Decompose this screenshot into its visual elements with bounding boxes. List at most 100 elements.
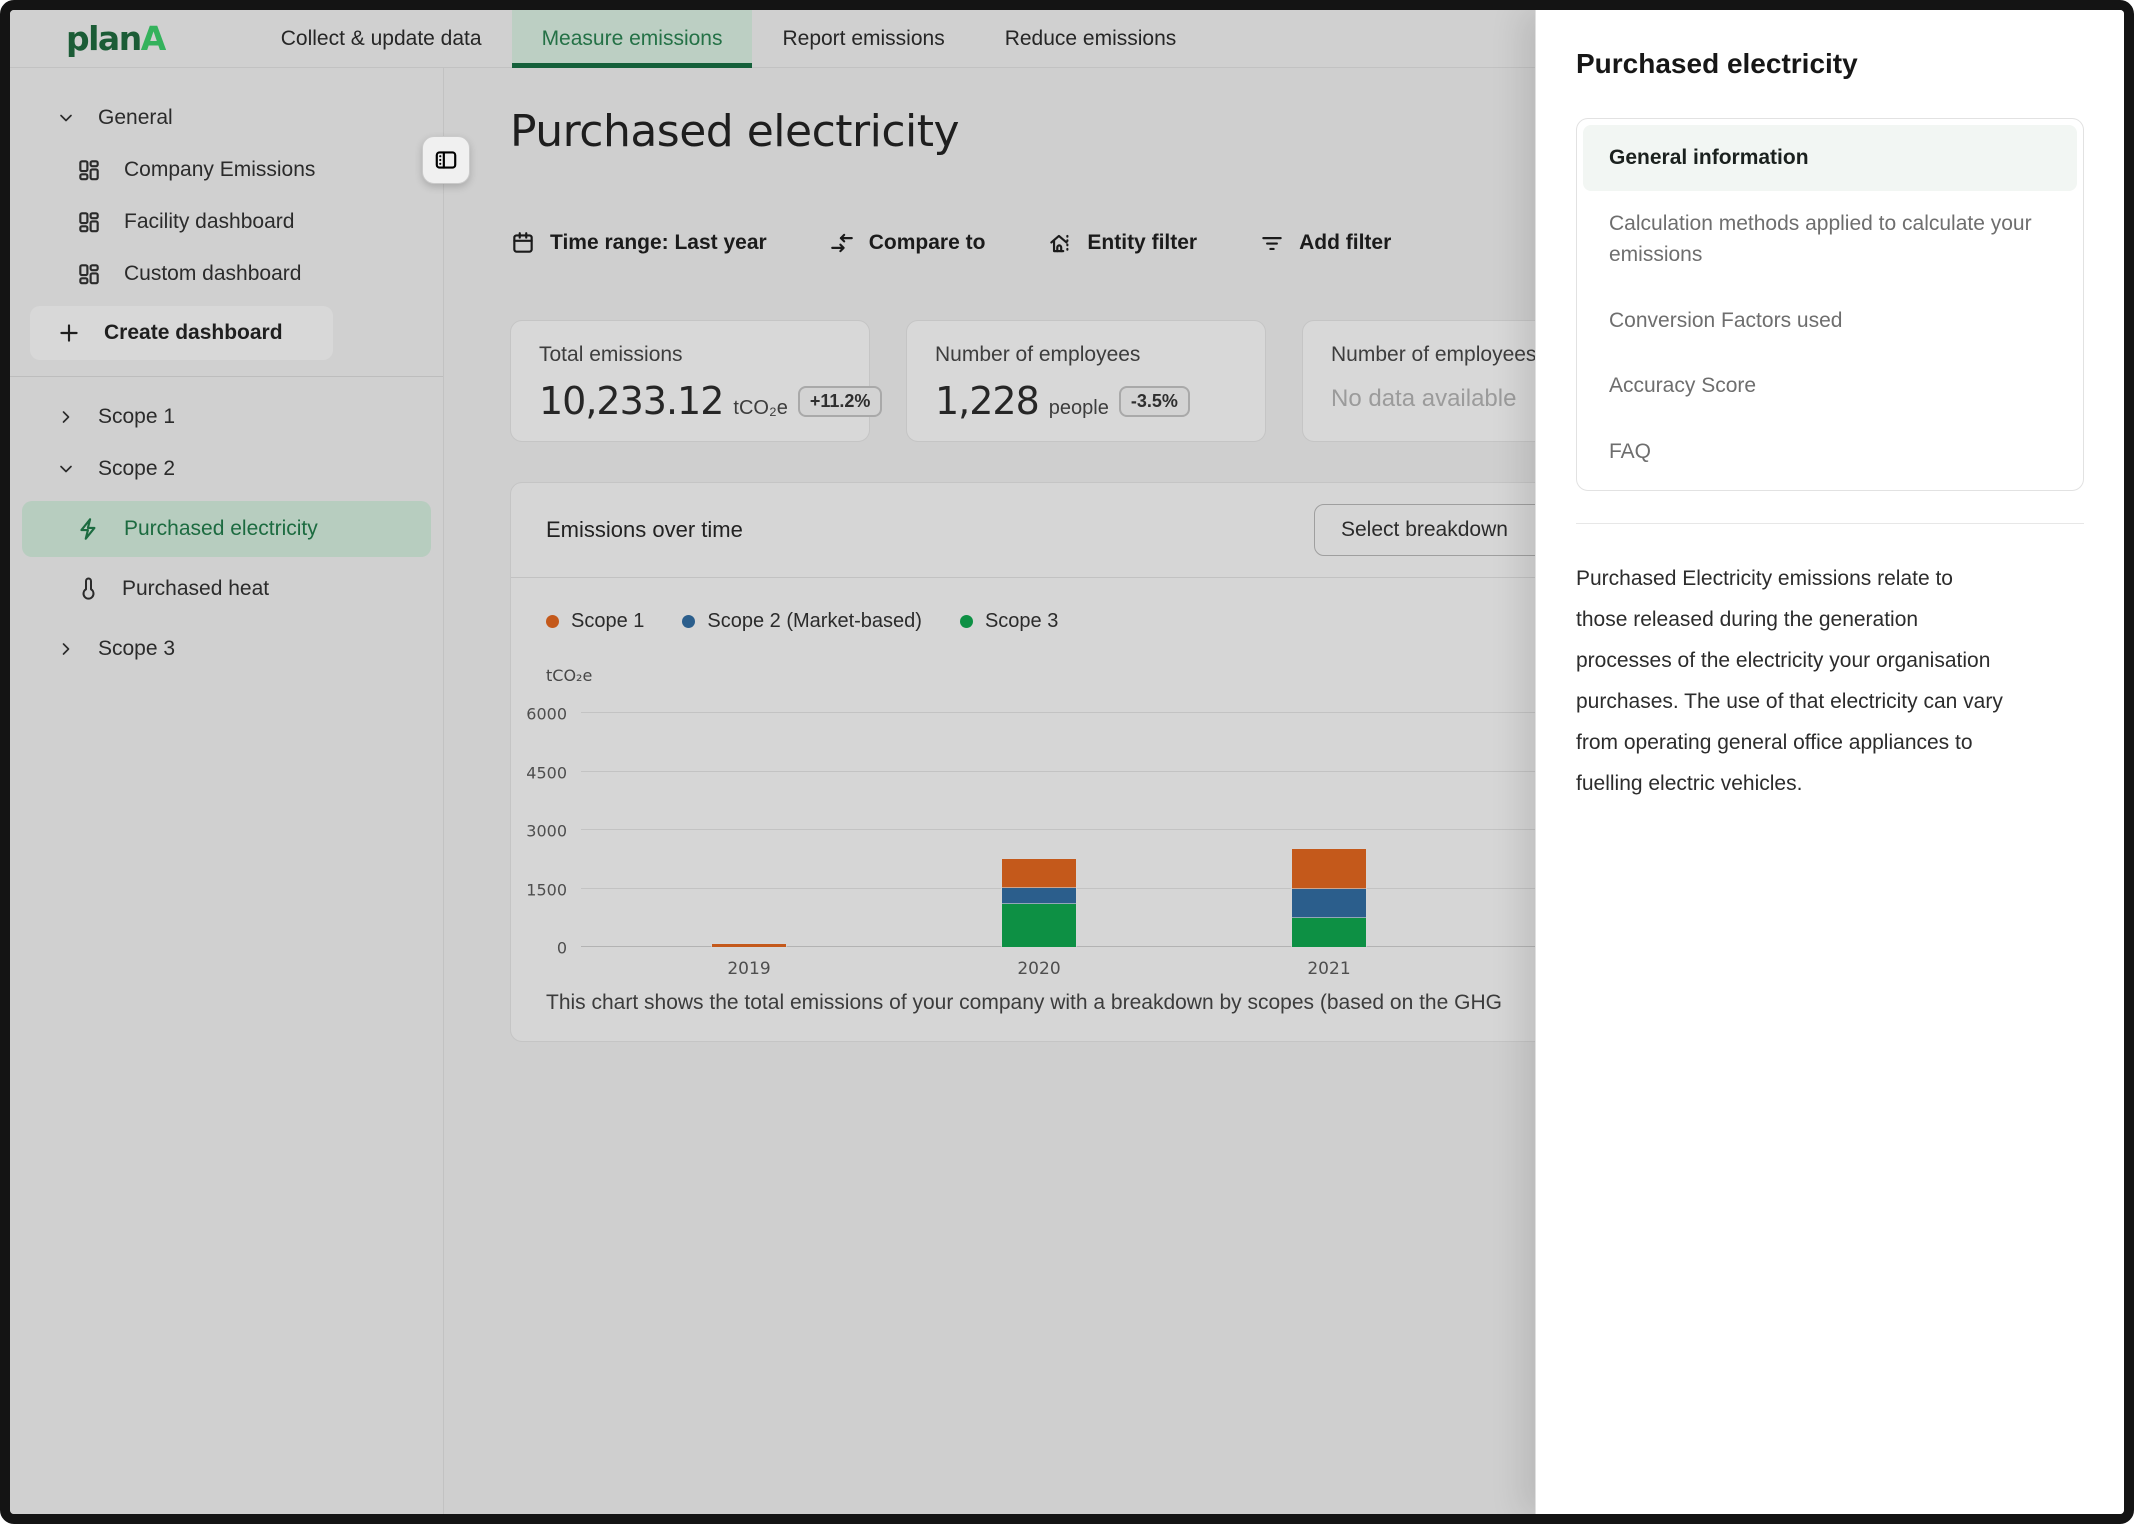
sidebar: General Company Emissions Facility dashb… [10,68,444,1514]
y-axis-tick-label: 3000 [526,821,567,840]
filter-bar: Time range: Last year Compare to Entity … [510,230,1391,256]
calendar-icon [510,230,536,256]
x-axis-tick-label: 2021 [1307,959,1350,979]
bar-segment [712,944,786,947]
panel-left-icon [433,147,459,173]
help-panel-title: Purchased electricity [1576,48,2084,80]
thermometer-icon [76,577,100,601]
app-window: planA Collect & update data Measure emis… [0,0,2134,1524]
sidebar-section-label: Scope 2 [98,457,175,481]
chart-title: Emissions over time [546,517,743,543]
stat-cards: Total emissions 10,233.12 tCO₂e +11.2% N… [510,320,1662,442]
create-dashboard-button[interactable]: Create dashboard [30,306,333,360]
help-panel-divider [1576,523,2084,524]
legend-label: Scope 3 [985,610,1058,633]
brand-logo[interactable]: planA [66,19,165,58]
stat-unit: tCO₂e [733,397,787,420]
tab-measure-emissions[interactable]: Measure emissions [512,10,753,67]
legend-item-scope-1[interactable]: Scope 1 [546,610,644,633]
stat-change-badge: +11.2% [798,386,883,417]
stacked-bar-2019 [712,944,786,947]
sidebar-item-company-emissions[interactable]: Company Emissions [10,144,443,196]
bolt-icon [76,516,102,542]
legend-dot-scope-3 [960,615,973,628]
legend-dot-scope-1 [546,615,559,628]
bar-segment [1292,918,1366,947]
legend-dot-scope-2 [682,615,695,628]
sidebar-section-scope-3[interactable]: Scope 3 [10,623,443,675]
compare-arrows-icon [829,230,855,256]
time-range-filter-button[interactable]: Time range: Last year [510,230,767,256]
menu-item-calculation-methods[interactable]: Calculation methods applied to calculate… [1583,191,2077,288]
brand-logo-a: A [141,19,165,58]
chart-caption: This chart shows the total emissions of … [546,991,1502,1015]
bar-segment [1292,889,1366,918]
stat-label: Number of employees [935,343,1237,367]
time-range-filter-label: Time range: Last year [550,231,767,255]
sidebar-section-scope-2[interactable]: Scope 2 [10,443,443,495]
sidebar-item-label: Facility dashboard [124,210,294,234]
chevron-down-icon [56,108,76,128]
dashboard-icon [76,157,102,183]
sidebar-item-label: Purchased electricity [124,517,318,541]
sidebar-section-label: Scope 1 [98,405,175,429]
brand-logo-plan: plan [66,19,141,58]
filter-lines-icon [1259,230,1285,256]
menu-item-conversion-factors[interactable]: Conversion Factors used [1583,288,2077,354]
compare-to-button[interactable]: Compare to [829,230,986,256]
dashboard-icon [76,209,102,235]
sidebar-item-purchased-heat[interactable]: Purchased heat [10,563,443,615]
x-axis-tick-label: 2019 [727,959,770,979]
stat-change-badge: -3.5% [1119,386,1190,417]
help-menu: General information Calculation methods … [1576,118,2084,491]
select-breakdown-label: Select breakdown [1341,518,1508,542]
stat-value: 10,233.12 [539,379,723,423]
building-home-icon [1047,230,1073,256]
stat-value: 1,228 [935,379,1039,423]
tab-reduce-emissions[interactable]: Reduce emissions [975,10,1207,67]
menu-item-accuracy-score[interactable]: Accuracy Score [1583,353,2077,419]
y-axis-tick-label: 4500 [526,763,567,782]
menu-item-general-information[interactable]: General information [1583,125,2077,191]
sidebar-section-label: Scope 3 [98,637,175,661]
legend-item-scope-3[interactable]: Scope 3 [960,610,1058,633]
legend-item-scope-2[interactable]: Scope 2 (Market-based) [682,610,922,633]
bar-segment [1002,859,1076,888]
stat-card-total-emissions: Total emissions 10,233.12 tCO₂e +11.2% [510,320,870,442]
sidebar-divider [10,376,443,377]
sidebar-item-label: Company Emissions [124,158,315,182]
add-filter-button[interactable]: Add filter [1259,230,1391,256]
sidebar-item-facility-dashboard[interactable]: Facility dashboard [10,196,443,248]
tab-collect-update-data[interactable]: Collect & update data [251,10,512,67]
chevron-right-icon [56,407,76,427]
plus-icon [56,320,82,346]
y-axis-tick-label: 0 [557,938,567,957]
stat-unit: people [1049,397,1109,420]
y-axis-unit-label: tCO₂e [546,666,592,685]
stacked-bar-2020 [1002,859,1076,947]
sidebar-section-label: General [98,106,173,130]
dashboard-icon [76,261,102,287]
menu-item-faq[interactable]: FAQ [1583,419,2077,485]
stat-card-employees: Number of employees 1,228 people -3.5% [906,320,1266,442]
bar-segment [1002,904,1076,947]
sidebar-item-custom-dashboard[interactable]: Custom dashboard [10,248,443,300]
y-axis-tick-label: 1500 [526,880,567,899]
help-panel: Purchased electricity General informatio… [1535,10,2124,1514]
legend-label: Scope 1 [571,610,644,633]
sidebar-section-scope-1[interactable]: Scope 1 [10,391,443,443]
sidebar-item-purchased-electricity[interactable]: Purchased electricity [22,501,431,557]
tab-report-emissions[interactable]: Report emissions [752,10,974,67]
stacked-bar-2021 [1292,849,1366,947]
sidebar-toggle-button[interactable] [422,136,470,184]
entity-filter-button[interactable]: Entity filter [1047,230,1197,256]
page-title: Purchased electricity [510,106,959,157]
entity-filter-label: Entity filter [1087,231,1197,255]
sidebar-item-label: Purchased heat [122,577,269,601]
compare-to-label: Compare to [869,231,986,255]
bar-segment [1002,888,1076,904]
x-axis-tick-label: 2020 [1017,959,1060,979]
chevron-right-icon [56,639,76,659]
sidebar-item-label: Custom dashboard [124,262,301,286]
sidebar-section-general[interactable]: General [10,92,443,144]
